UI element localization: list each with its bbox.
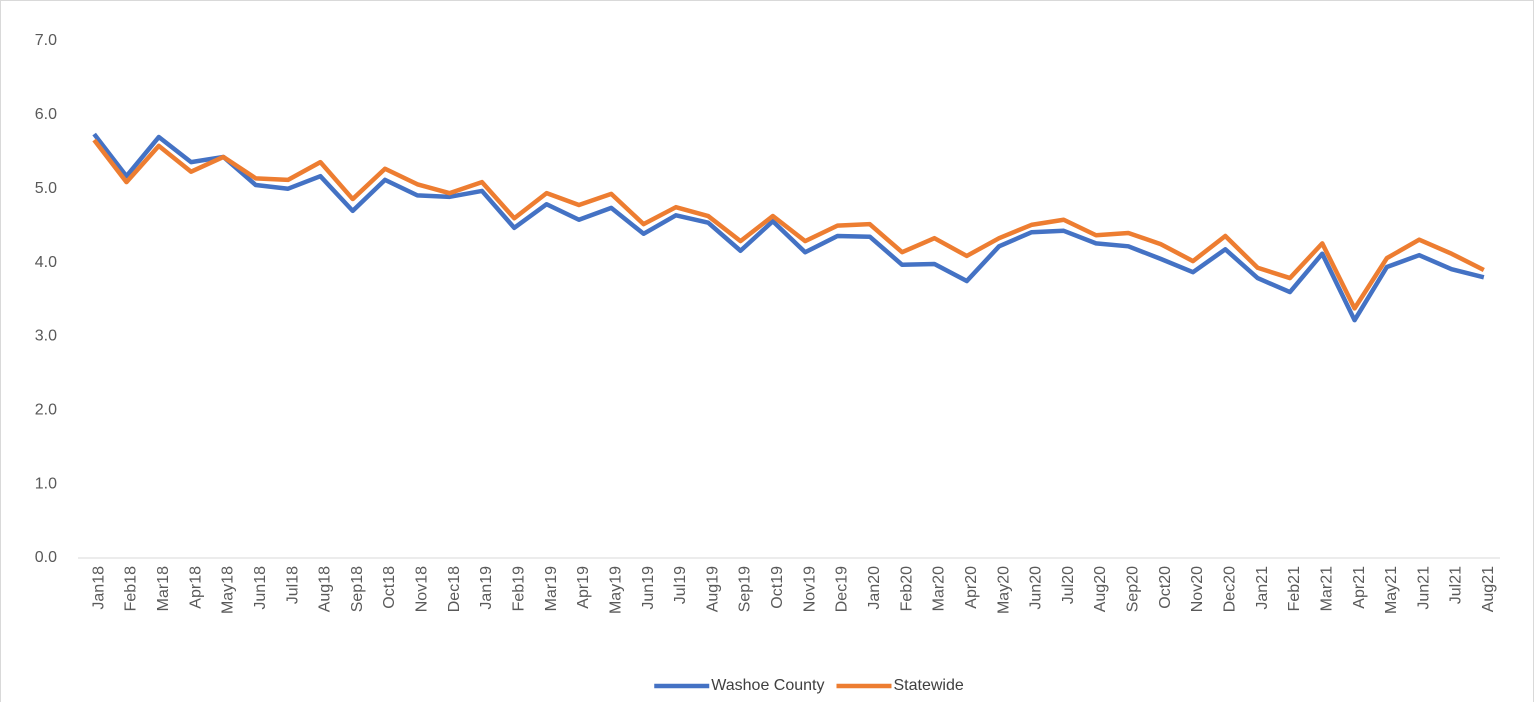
y-tick-label: 2.0 bbox=[35, 402, 57, 419]
y-tick-label: 3.0 bbox=[35, 328, 57, 345]
legend-label: Statewide bbox=[893, 677, 963, 694]
y-tick-label: 7.0 bbox=[35, 32, 57, 49]
x-tick-label: May21 bbox=[1383, 566, 1400, 614]
x-tick-label: Feb21 bbox=[1286, 566, 1303, 611]
x-tick-label: Oct18 bbox=[381, 566, 398, 609]
x-tick-label: Mar20 bbox=[931, 566, 948, 611]
y-tick-label: 5.0 bbox=[35, 180, 57, 197]
x-tick-label: Jul20 bbox=[1060, 566, 1077, 604]
x-tick-label: Oct20 bbox=[1157, 566, 1174, 609]
x-tick-label: Jul18 bbox=[284, 566, 301, 604]
x-tick-label: Jan20 bbox=[866, 566, 883, 610]
x-tick-label: Jul19 bbox=[672, 566, 689, 604]
legend-label: Washoe County bbox=[711, 677, 824, 694]
x-tick-label: Mar21 bbox=[1318, 566, 1335, 611]
x-tick-label: Jun20 bbox=[1028, 566, 1045, 610]
x-tick-label: Sep19 bbox=[737, 566, 754, 612]
x-tick-label: Apr21 bbox=[1351, 566, 1368, 609]
x-tick-label: Mar18 bbox=[155, 566, 172, 611]
x-tick-label: Aug19 bbox=[704, 566, 721, 612]
y-tick-label: 1.0 bbox=[35, 475, 57, 492]
x-tick-label: Feb19 bbox=[511, 566, 528, 611]
x-tick-label: Apr18 bbox=[187, 566, 204, 609]
x-tick-label: Aug21 bbox=[1480, 566, 1497, 612]
x-tick-label: Oct19 bbox=[769, 566, 786, 609]
y-tick-label: 6.0 bbox=[35, 106, 57, 123]
x-tick-label: Apr19 bbox=[575, 566, 592, 609]
x-tick-label: Mar19 bbox=[543, 566, 560, 611]
x-tick-label: Aug18 bbox=[317, 566, 334, 612]
x-tick-label: May19 bbox=[607, 566, 624, 614]
y-tick-label: 0.0 bbox=[35, 549, 57, 566]
x-tick-label: May20 bbox=[995, 566, 1012, 614]
x-tick-label: Dec19 bbox=[834, 566, 851, 612]
x-tick-label: Dec18 bbox=[446, 566, 463, 612]
x-tick-label: Nov18 bbox=[414, 566, 431, 612]
x-tick-label: Jul21 bbox=[1448, 566, 1465, 604]
x-tick-label: May18 bbox=[220, 566, 237, 614]
x-tick-label: Feb18 bbox=[123, 566, 140, 611]
x-tick-label: Jun19 bbox=[640, 566, 657, 610]
x-tick-label: Sep20 bbox=[1125, 566, 1142, 612]
x-tick-label: Nov20 bbox=[1189, 566, 1206, 612]
x-tick-label: Jan19 bbox=[478, 566, 495, 610]
x-tick-label: Aug20 bbox=[1092, 566, 1109, 612]
x-tick-label: Jun21 bbox=[1415, 566, 1432, 610]
x-tick-label: Dec20 bbox=[1222, 566, 1239, 612]
x-tick-label: Feb20 bbox=[898, 566, 915, 611]
x-tick-label: Sep18 bbox=[349, 566, 366, 612]
x-tick-label: Jan21 bbox=[1254, 566, 1271, 610]
y-tick-label: 4.0 bbox=[35, 254, 57, 271]
x-tick-label: Jun18 bbox=[252, 566, 269, 610]
series-line bbox=[92, 132, 1485, 323]
series-line bbox=[92, 138, 1485, 311]
x-tick-label: Jan18 bbox=[90, 566, 107, 610]
x-tick-label: Nov19 bbox=[801, 566, 818, 612]
x-tick-label: Apr20 bbox=[963, 566, 980, 609]
